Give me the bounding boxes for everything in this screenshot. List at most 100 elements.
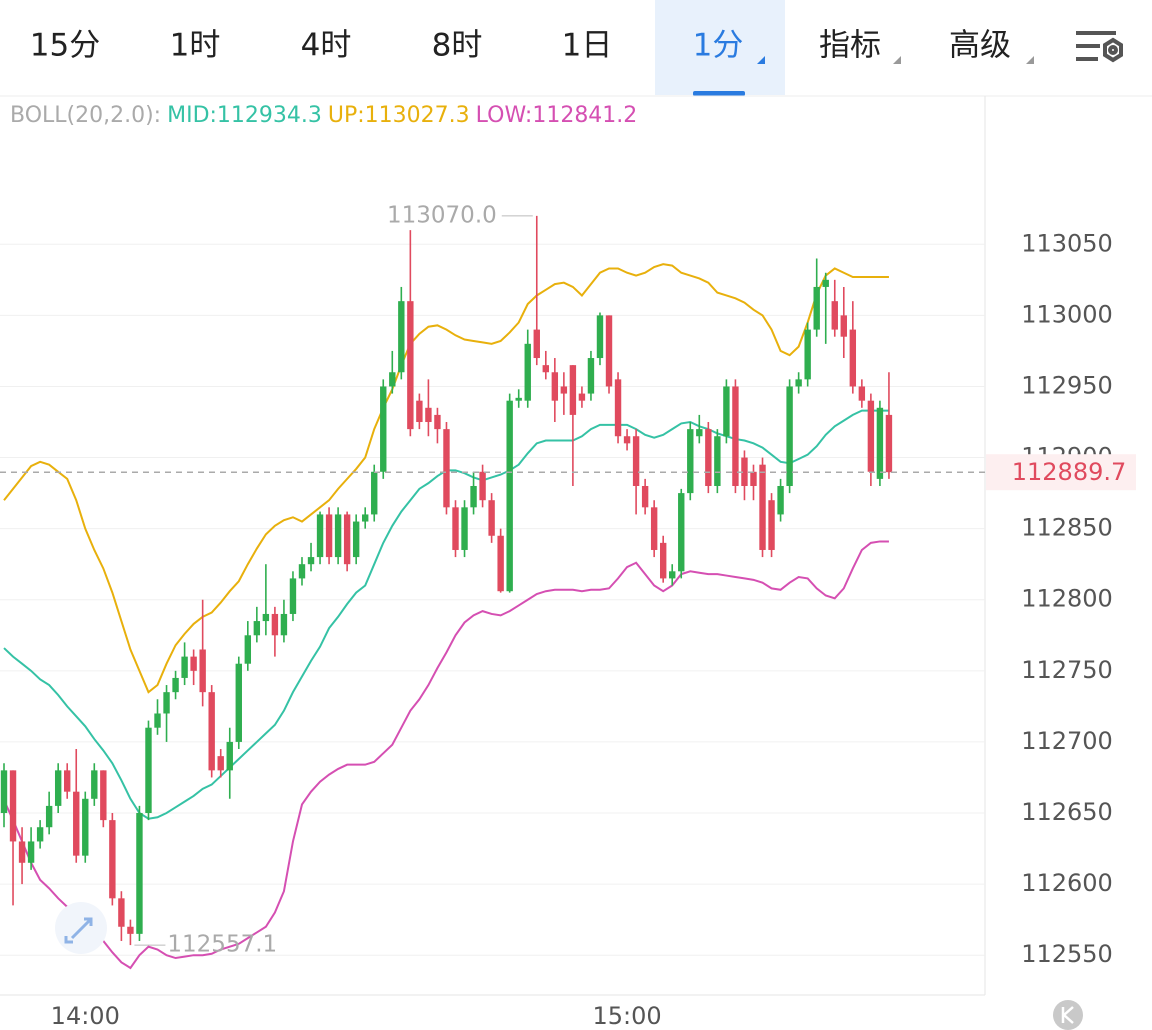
candle-body [732,386,739,486]
candle-body [298,564,306,579]
candle-body [45,805,53,828]
candle-body [109,820,116,899]
candle-body [813,286,820,330]
settings-icon[interactable] [1076,31,1123,63]
y-tick-label: 112650 [1021,798,1113,826]
tab[interactable]: 1日 [562,28,613,64]
tab[interactable]: 指标 [819,28,881,64]
tab[interactable]: 高级 [949,28,1011,64]
candle-body [641,485,649,508]
candle-body [226,741,233,771]
candle-body [461,507,468,550]
tab[interactable]: 1分 [693,28,744,64]
candle-body [470,485,477,508]
legend-item: LOW:112841.2 [476,103,638,128]
tab[interactable]: 4时 [301,28,352,64]
candle-body [669,571,676,579]
candle-body [605,315,613,387]
candle-body [551,372,559,401]
x-tick-label: 15:00 [592,1002,661,1030]
candle-body [750,471,757,486]
candle-body [208,692,215,771]
candle-body [596,315,604,359]
candle-body [163,692,170,714]
candle-body [9,770,17,842]
candle-body [36,827,44,842]
candle-body [82,798,89,856]
candle-body [136,813,143,934]
boll-line [3,263,889,694]
candle-body [849,329,857,387]
candle-body [217,756,224,771]
candle-body [172,677,179,693]
candle-body [659,542,667,579]
candle-body [515,397,522,401]
last-price-label: 112889.7 [1012,458,1127,486]
y-tick-label: 112800 [1021,585,1113,613]
candle-body [678,493,685,572]
candle-body [452,507,459,550]
tab[interactable]: 8时 [432,28,483,64]
candle-body [696,429,703,437]
tab-arrow [1026,56,1034,64]
candle-body [614,379,622,437]
candle-body [434,414,441,430]
candle-body [235,663,242,742]
candle-body [362,514,369,522]
low-marker-label: 112557.1 [167,932,277,958]
candle-body [840,315,847,337]
tab-bar[interactable]: 15分 1时 4时 8时 1日 1分 指标 高级 [30,28,1011,64]
candle-body [687,429,694,494]
tab[interactable]: 1时 [170,28,221,64]
candle-body [27,841,35,863]
candle-body [199,649,206,693]
candle-body [416,400,423,423]
active-tab-bg [655,0,785,95]
candle-body [154,713,161,728]
y-tick-label: 112550 [1021,940,1113,968]
candle-body [398,301,405,373]
candle-body [876,407,884,479]
candle-body [777,485,784,515]
tab-arrow [893,56,901,64]
candle-body [325,514,333,558]
y-tick-label: 112600 [1021,869,1113,897]
last-price-bg [986,454,1136,491]
legend-item: BOLL(20,2.0): [10,103,161,128]
candle-body [524,343,531,401]
k-icon[interactable] [1053,1000,1083,1030]
candle-body [804,329,811,380]
plot: BOLL(20,2.0): MID:112934.3 UP:113027.3 LOW:… [0,103,1136,1030]
candle-body [54,770,62,806]
candle-body [244,635,252,664]
legend-item: MID:112934.3 [167,103,322,128]
candle-body [91,770,98,799]
y-tick-label: 113000 [1021,300,1113,328]
y-tick-label: 112700 [1021,727,1113,755]
candle-body [443,429,450,508]
candle-body [741,457,748,486]
active-tab-underline [693,91,745,96]
candle-body [371,471,378,515]
candle-body [831,301,838,330]
candle-body [506,400,513,592]
candle-body [307,557,315,565]
candle-body [759,464,766,550]
candle-body [632,436,640,486]
candle-body [316,514,324,558]
y-tick-label: 112750 [1021,656,1113,684]
candle-body [488,500,495,536]
candle-body [343,514,351,565]
expand-icon[interactable] [55,902,107,954]
candle-body [64,770,71,792]
candle-body [425,407,432,423]
candle-body [145,727,152,814]
candle-body [578,393,586,401]
candle-body [352,521,360,558]
candle-body [253,621,261,636]
boll-line [3,540,889,970]
candle-body [100,770,107,821]
candle-body [795,379,802,387]
tab[interactable]: 15分 [30,28,100,64]
